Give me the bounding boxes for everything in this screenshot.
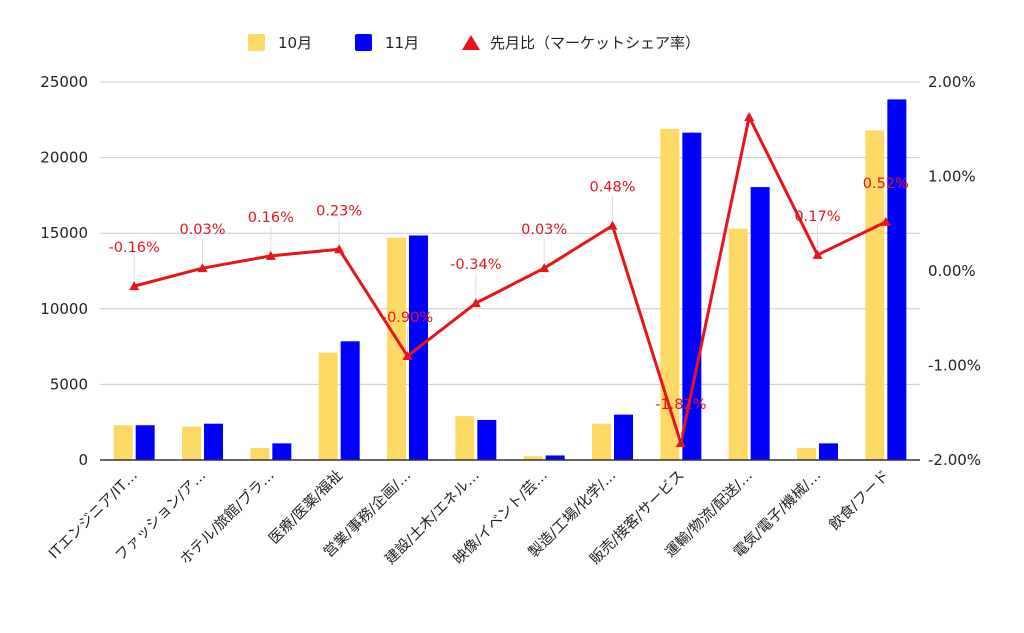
legend-label-nov: 11月 xyxy=(385,34,419,52)
gridlines xyxy=(100,81,920,385)
share-data-label: 0.23% xyxy=(316,203,362,219)
bar-oct xyxy=(318,352,338,460)
legend-label-oct: 10月 xyxy=(278,34,312,52)
bar-oct xyxy=(387,237,406,460)
share-data-label: -0.16% xyxy=(109,240,160,256)
bar-oct xyxy=(182,426,201,460)
share-data-label: 0.03% xyxy=(521,222,567,238)
share-point-marker xyxy=(607,220,618,230)
share-point-marker xyxy=(539,263,550,273)
y-right-tick-label: -2.00% xyxy=(928,451,981,469)
share-point-marker xyxy=(812,249,823,259)
bar-oct xyxy=(865,130,885,460)
bar-nov xyxy=(614,414,633,460)
bar-nov xyxy=(135,425,155,460)
legend-swatch-nov xyxy=(355,34,372,51)
share-point-marker xyxy=(880,216,891,226)
bar-oct xyxy=(113,425,133,460)
share-data-label: 0.17% xyxy=(794,209,840,225)
axes: 0 5000 10000 15000 20000 25000 -2.00% -1.00% 0.0… xyxy=(40,73,981,568)
legend-swatch-oct xyxy=(248,34,265,51)
legend-label-share: 先月比（マーケットシェア率） xyxy=(490,34,700,52)
bar-oct xyxy=(660,128,680,460)
bar-oct xyxy=(728,228,748,460)
bars xyxy=(113,99,907,461)
bar-nov xyxy=(477,419,497,460)
share-point-marker xyxy=(197,263,208,273)
share-point-marker xyxy=(675,437,686,447)
share-point-marker xyxy=(265,250,276,260)
share-line-path xyxy=(133,115,887,445)
share-point-marker xyxy=(129,281,140,291)
share-data-label: 0.16% xyxy=(248,210,294,226)
y-left-tick-label: 25000 xyxy=(40,73,88,91)
bar-oct xyxy=(250,447,270,460)
y-right-tick-label: -1.00% xyxy=(928,357,981,375)
legend-triangle-icon xyxy=(462,35,480,50)
y-left-tick-label: 5000 xyxy=(50,375,88,393)
bar-nov xyxy=(272,443,292,460)
bar-oct xyxy=(797,447,816,460)
share-line: -0.16% 0.03% 0.16% 0.23% -0.90% -0.34% 0.03% 0.… xyxy=(109,111,909,447)
y-left-tick-label: 0 xyxy=(78,451,88,469)
share-point-marker xyxy=(744,111,755,121)
y-left-tick-label: 15000 xyxy=(40,224,88,242)
bar-nov xyxy=(204,423,223,460)
bar-nov xyxy=(887,99,907,460)
share-point-marker xyxy=(470,298,481,308)
share-data-label: 0.48% xyxy=(589,180,635,196)
legend: 10月 11月 先月比（マーケットシェア率） xyxy=(248,34,700,52)
bar-oct xyxy=(592,423,611,460)
x-category-label: 飲食/フード xyxy=(826,467,893,534)
bar-nov xyxy=(682,132,702,461)
bar-oct xyxy=(523,456,543,460)
share-point-marker xyxy=(402,351,413,361)
y-right-tick-label: 2.00% xyxy=(928,73,976,91)
share-data-label: 0.52% xyxy=(863,176,909,192)
bar-nov xyxy=(340,341,360,460)
bar-nov xyxy=(750,187,770,461)
share-data-label: -0.90% xyxy=(382,310,433,326)
bar-oct xyxy=(455,416,475,460)
share-data-label: 0.03% xyxy=(179,222,225,238)
share-data-label: -1.82% xyxy=(655,397,706,413)
bar-nov xyxy=(819,443,838,460)
share-data-label: -0.34% xyxy=(450,257,501,273)
y-right-tick-label: 0.00% xyxy=(928,262,976,280)
y-right-tick-label: 1.00% xyxy=(928,168,976,186)
bar-nov xyxy=(545,455,565,460)
share-point-marker xyxy=(334,244,345,254)
y-left-tick-label: 10000 xyxy=(40,300,88,318)
y-left-tick-label: 20000 xyxy=(40,149,88,167)
